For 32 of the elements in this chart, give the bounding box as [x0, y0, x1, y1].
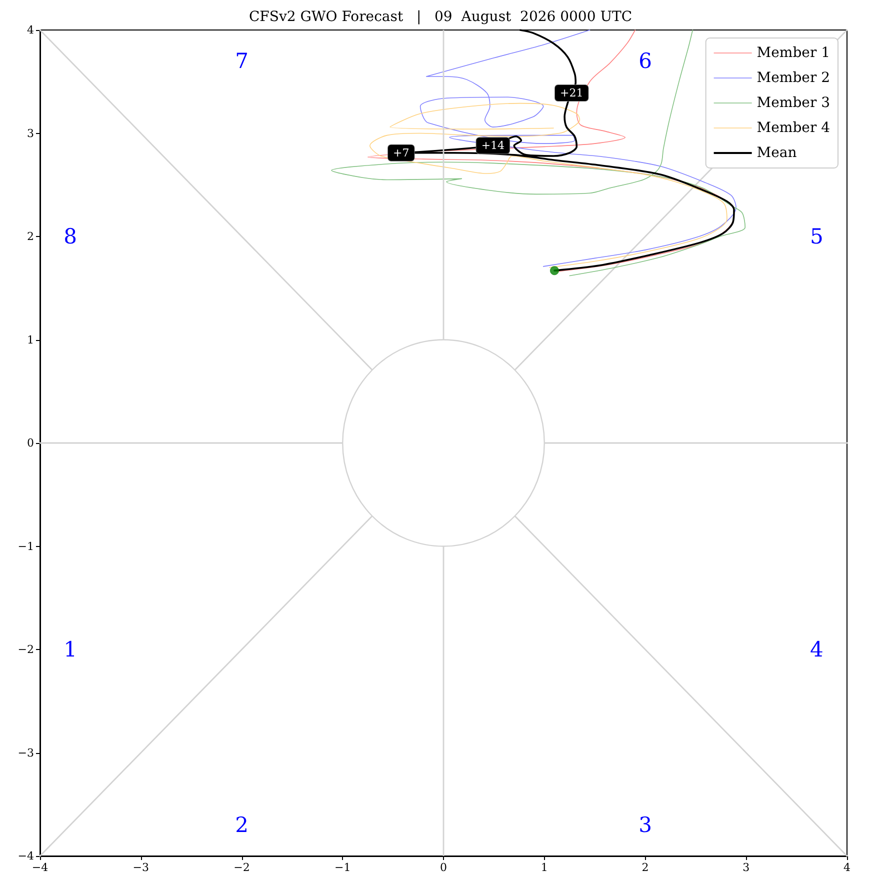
y-tick-label: −1 [18, 540, 34, 553]
y-tick-label: −2 [18, 643, 34, 656]
point [550, 266, 559, 276]
y-tick-label: 1 [27, 333, 34, 346]
x-tick-label: 0 [440, 861, 447, 874]
annotation: 7 [235, 48, 248, 73]
annotation: 6 [638, 48, 652, 73]
y-tick-label: 3 [27, 126, 34, 140]
x-tick-label: 3 [742, 861, 750, 874]
annotation: 5 [810, 224, 824, 248]
y-tick-label: 0 [27, 436, 34, 450]
annotation: 3 [638, 813, 652, 838]
chart-title: CFSv2 GWO Forecast | 09 August 2026 0000 UTC [248, 9, 632, 25]
y-tick-label: −3 [18, 746, 34, 760]
annotation: 1 [64, 638, 77, 662]
x-tick-label: 1 [540, 861, 548, 874]
x-tick-label: −1 [334, 861, 351, 874]
legend-label: Member 3 [756, 95, 830, 111]
annotation: 2 [235, 813, 248, 838]
annotation: 4 [810, 638, 824, 662]
annotation: 8 [64, 224, 77, 248]
legend-label: Mean [756, 145, 797, 161]
y-tick-label: 2 [27, 230, 34, 243]
legend-label: Member 2 [756, 70, 830, 86]
x-tick-label: −2 [234, 861, 250, 874]
x-tick-label: 2 [642, 861, 649, 874]
legend-label: Member 4 [756, 120, 830, 136]
x-tick-label: 4 [844, 861, 850, 874]
legend-label: Member 1 [756, 45, 830, 61]
y-tick-label: −4 [18, 850, 34, 862]
x-tick-label: −3 [132, 861, 149, 874]
y-tick-label: 4 [27, 24, 34, 36]
